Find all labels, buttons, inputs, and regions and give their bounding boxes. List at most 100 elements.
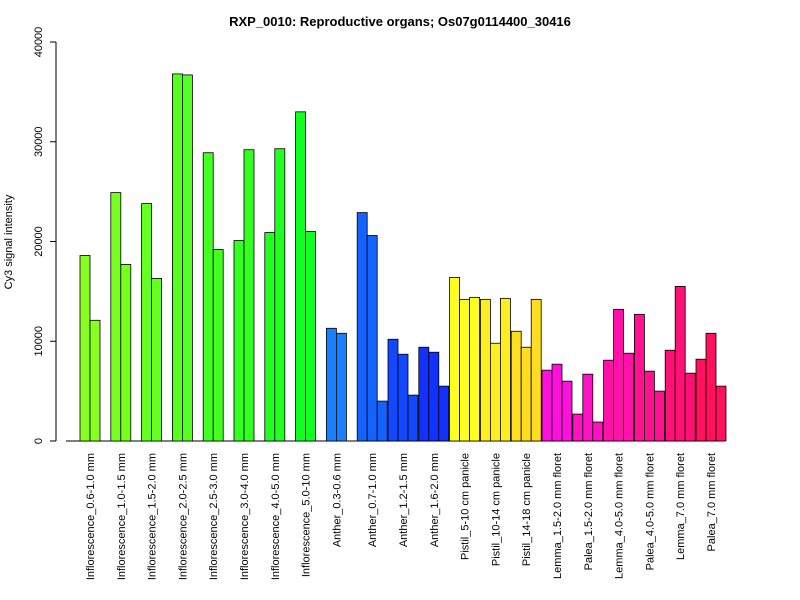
- y-tick-label: 30000: [33, 126, 45, 157]
- x-category-label: Lemma_1.5-2.0 mm floret: [552, 453, 564, 579]
- bar-group: [510, 298, 542, 442]
- bar: [397, 353, 409, 442]
- x-category-label: Pistil_5-10 cm panicle: [460, 453, 472, 560]
- bar: [520, 346, 532, 442]
- bar: [674, 285, 686, 442]
- bar-group: [233, 149, 255, 442]
- x-category-label: Anther_0.3-0.6 mm: [331, 453, 343, 547]
- bar-group: [356, 212, 388, 442]
- bar-group: [79, 255, 101, 442]
- bar: [541, 369, 553, 442]
- bar-group: [418, 346, 450, 442]
- bar: [356, 212, 368, 442]
- bar: [684, 372, 696, 442]
- bar: [715, 385, 727, 442]
- bar: [428, 351, 440, 442]
- bar: [387, 338, 399, 442]
- bar: [705, 332, 717, 442]
- bar: [202, 152, 214, 442]
- bar: [561, 380, 573, 442]
- y-axis-title: Cy3 signal intensity: [3, 194, 15, 289]
- bar: [438, 385, 450, 442]
- bar: [634, 313, 645, 442]
- x-category-label: Inflorescence_5.0-10 mm: [301, 453, 313, 577]
- bar-group: [541, 363, 573, 442]
- x-category-label: Palea_1.5-2.0 mm floret: [583, 453, 595, 570]
- bar: [212, 249, 224, 442]
- bar: [325, 327, 337, 442]
- y-axis: 0 10000 20000 30000 40000: [33, 27, 57, 444]
- x-category-label: Anther_1.2-1.5 mm: [398, 453, 410, 547]
- bar: [141, 203, 153, 442]
- x-category-label: Inflorescence_0.6-1.0 mm: [85, 453, 97, 580]
- x-category-label: Anther_1.6-2.0 mm: [429, 453, 441, 547]
- bar-group: [695, 332, 727, 442]
- bar: [376, 400, 388, 442]
- bar: [449, 277, 461, 442]
- x-category-label: Inflorescence_2.5-3.0 mm: [208, 453, 220, 580]
- bar: [335, 332, 347, 442]
- y-tick-label: 10000: [33, 326, 45, 357]
- bar: [489, 342, 501, 442]
- bar-group: [110, 192, 132, 442]
- bar: [264, 232, 276, 442]
- bar-group: [634, 313, 665, 442]
- chart-title: RXP_0010: Reproductive organs; Os07g0114…: [229, 14, 571, 29]
- x-category-label: Pistil_10-14 cm panicle: [490, 453, 502, 566]
- bar: [654, 390, 665, 442]
- bar: [603, 359, 614, 442]
- bars-layer: [79, 73, 727, 442]
- bar: [407, 394, 419, 442]
- bar: [664, 349, 676, 442]
- x-category-label: Inflorescence_1.5-2.0 mm: [147, 453, 159, 580]
- bar: [592, 421, 604, 442]
- x-category-label: Palea_7.0 mm floret: [706, 453, 718, 551]
- bar-group: [572, 373, 604, 442]
- bar: [551, 363, 563, 442]
- x-category-label: Inflorescence_1.0-1.5 mm: [116, 453, 128, 580]
- bar: [469, 296, 481, 442]
- bar: [233, 240, 245, 442]
- bar: [499, 297, 511, 442]
- bar: [120, 264, 132, 442]
- y-tick-label: 0: [33, 438, 45, 444]
- bar: [695, 358, 707, 442]
- bar-group: [202, 152, 224, 442]
- bar-group: [171, 73, 193, 442]
- bar-group: [449, 277, 481, 442]
- y-tick-label: 40000: [33, 27, 45, 58]
- bar-group: [325, 327, 347, 442]
- bar: [572, 413, 584, 442]
- bar: [110, 192, 122, 442]
- x-category-label: Lemma_7.0 mm floret: [675, 453, 687, 560]
- bar: [89, 319, 101, 442]
- bar: [418, 346, 430, 442]
- bar: [79, 255, 91, 442]
- bar: [181, 74, 193, 442]
- x-category-label: Anther_0.7-1.0 mm: [367, 453, 379, 547]
- x-category-label: Lemma_4.0-5.0 mm floret: [614, 453, 626, 579]
- bar: [366, 235, 378, 442]
- bar: [530, 298, 542, 442]
- bar: [582, 373, 594, 442]
- bar: [151, 278, 163, 442]
- category-labels: Inflorescence_0.6-1.0 mm Inflorescence_1.…: [85, 453, 718, 580]
- x-category-label: Inflorescence_3.0-4.0 mm: [239, 453, 251, 580]
- bar: [171, 73, 183, 442]
- x-category-label: Inflorescence_2.0-2.5 mm: [177, 453, 189, 580]
- x-category-label: Pistil_14-18 cm panicle: [521, 453, 533, 566]
- bar: [459, 298, 471, 442]
- bar-group: [141, 203, 163, 442]
- bar-group: [664, 285, 696, 442]
- bar: [243, 149, 255, 442]
- bar: [644, 370, 655, 442]
- bar: [479, 298, 491, 442]
- bar-group: [387, 338, 419, 442]
- bar: [305, 231, 317, 442]
- bar: [613, 308, 624, 442]
- bar: [295, 111, 307, 442]
- y-tick-label: 20000: [33, 226, 45, 257]
- bar-group: [603, 308, 634, 442]
- bar-group: [295, 111, 317, 442]
